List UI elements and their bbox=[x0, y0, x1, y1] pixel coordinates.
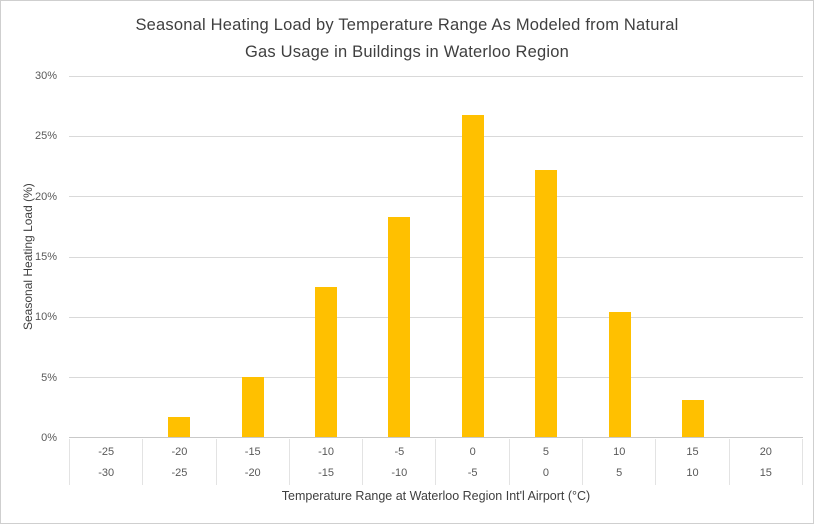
x-category-cell: 15 10 bbox=[656, 439, 730, 485]
bar--10-to--5 bbox=[388, 216, 411, 437]
x-category-upper-label: 5 bbox=[542, 445, 549, 458]
x-category-lower-label: 15 bbox=[759, 466, 772, 479]
chart-title-line1: Seasonal Heating Load by Temperature Ran… bbox=[135, 16, 679, 34]
bar--20-to--15 bbox=[241, 376, 264, 437]
bar-10-to-15 bbox=[681, 399, 704, 437]
y-tick-label: 20% bbox=[34, 190, 57, 203]
bar--25-to--20 bbox=[168, 416, 191, 437]
x-category-upper-label: -10 bbox=[318, 445, 334, 458]
x-axis-title: Temperature Range at Waterloo Region Int… bbox=[281, 489, 591, 503]
x-category-lower-label: 10 bbox=[686, 466, 699, 479]
gridline bbox=[69, 136, 803, 138]
y-tick-label: 30% bbox=[34, 70, 57, 82]
x-category-lower-label: 5 bbox=[616, 466, 623, 479]
x-category-lower-label: -15 bbox=[318, 466, 334, 479]
y-tick-label: 5% bbox=[41, 371, 57, 384]
x-category-lower-label: -30 bbox=[98, 466, 115, 479]
bar-0-to-5 bbox=[535, 169, 558, 437]
bar-5-to-10 bbox=[608, 311, 631, 437]
x-category-cell: -5 -10 bbox=[363, 439, 437, 485]
x-category-upper-label: -5 bbox=[394, 445, 405, 458]
gridline bbox=[69, 376, 803, 378]
x-category-lower-label: 0 bbox=[542, 466, 549, 479]
bar--5-to-0 bbox=[461, 114, 484, 437]
x-category-upper-label: 20 bbox=[759, 445, 772, 458]
chart-title: Seasonal Heating Load by Temperature Ran… bbox=[1, 12, 813, 66]
x-category-upper-label: -25 bbox=[98, 445, 115, 458]
x-category-upper-label: 0 bbox=[469, 445, 476, 458]
chart-title-line2: Gas Usage in Buildings in Waterloo Regio… bbox=[244, 43, 569, 61]
x-category-cell: -10 -15 bbox=[290, 439, 364, 485]
x-category-cell: -25 -30 bbox=[70, 439, 144, 485]
x-category-lower-label: -20 bbox=[244, 466, 261, 479]
x-category-upper-label: 10 bbox=[613, 445, 626, 458]
x-category-cell: -20 -25 bbox=[143, 439, 217, 485]
x-category-upper-label: -15 bbox=[244, 445, 261, 458]
x-category-cell: 20 15 bbox=[730, 439, 803, 485]
gridline bbox=[69, 316, 803, 318]
x-category-cell: -15 -20 bbox=[217, 439, 290, 485]
x-category-lower-label: -5 bbox=[467, 466, 478, 479]
y-tick-label: 10% bbox=[34, 311, 57, 324]
y-tick-label: 25% bbox=[34, 130, 57, 143]
bar--15-to--10 bbox=[314, 286, 337, 437]
gridline bbox=[69, 256, 803, 258]
y-tick-labels: 0% 5% 10% 15% 20% 25% 30% bbox=[1, 70, 63, 444]
gridline bbox=[69, 196, 803, 198]
plot-area bbox=[69, 76, 803, 438]
x-category-lower-label: -25 bbox=[171, 466, 188, 479]
x-category-upper-label: 15 bbox=[686, 445, 699, 458]
x-category-lower-label: -10 bbox=[391, 466, 408, 479]
x-category-cell: 0 -5 bbox=[436, 439, 510, 485]
x-category-upper-label: -20 bbox=[171, 445, 188, 458]
x-category-cell: 10 5 bbox=[583, 439, 657, 485]
x-category-labels: -25 -30 -20 -25 -15 -20 -10 -15 -5 -10 0 -5 5 0 10 5 15 1… bbox=[69, 439, 803, 485]
gridline bbox=[69, 76, 803, 77]
y-tick-label: 0% bbox=[41, 432, 57, 444]
y-tick-label: 15% bbox=[34, 251, 57, 263]
